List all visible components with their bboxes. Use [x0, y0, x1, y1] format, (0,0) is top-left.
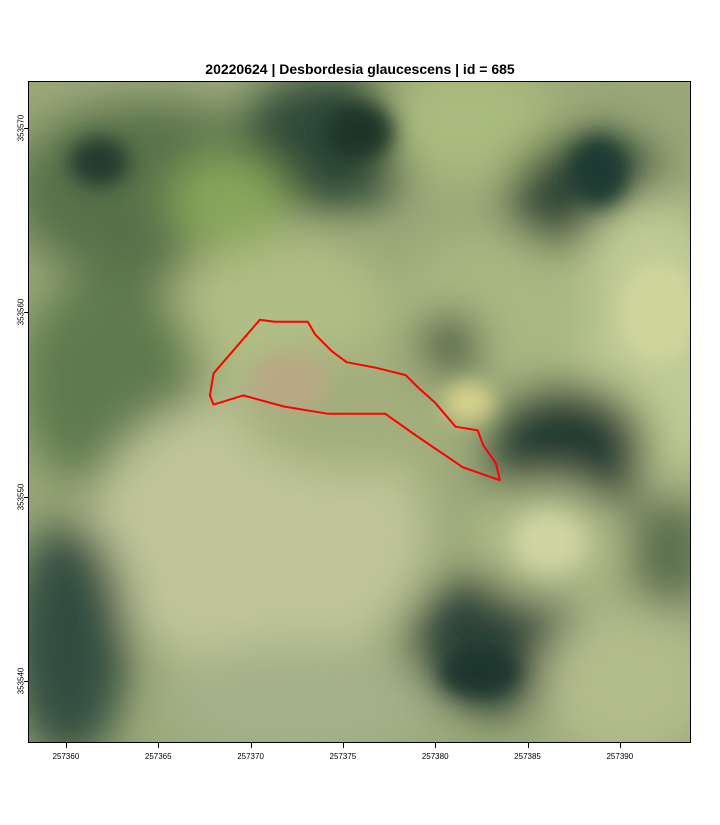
x-tick-label: 257370 [237, 752, 264, 761]
tree-crown-polygon [208, 318, 501, 482]
aerial-image [29, 82, 690, 742]
x-tick-label: 257365 [144, 752, 172, 761]
x-tick-label: 257380 [421, 752, 449, 761]
y-tick-label: 353540 [16, 667, 26, 695]
x-tick-label: 257390 [606, 752, 634, 761]
canopy-detail [69, 102, 690, 697]
x-tick-mark [158, 743, 160, 748]
x-tick-mark [250, 743, 252, 748]
y-tick-mark [24, 128, 28, 130]
x-tick-mark [435, 743, 437, 748]
map-title: 20220624 | Desbordesia glaucescens | id … [205, 61, 515, 77]
canopy-texture [29, 82, 690, 742]
aerial-image-panel [28, 81, 691, 743]
y-tick-label: 353560 [16, 299, 26, 326]
y-tick-label: 353550 [16, 483, 26, 511]
y-tick-mark [24, 312, 28, 314]
x-tick-mark [342, 743, 344, 748]
x-tick-label: 257360 [52, 752, 80, 761]
y-tick-mark [24, 681, 28, 683]
y-tick-label: 353570 [16, 114, 26, 142]
x-tick-mark [65, 743, 67, 748]
x-tick-mark [527, 743, 529, 748]
y-tick-mark [24, 496, 28, 498]
x-tick-label: 257385 [514, 752, 541, 761]
x-tick-mark [619, 743, 621, 748]
x-tick-label: 257375 [329, 752, 357, 761]
